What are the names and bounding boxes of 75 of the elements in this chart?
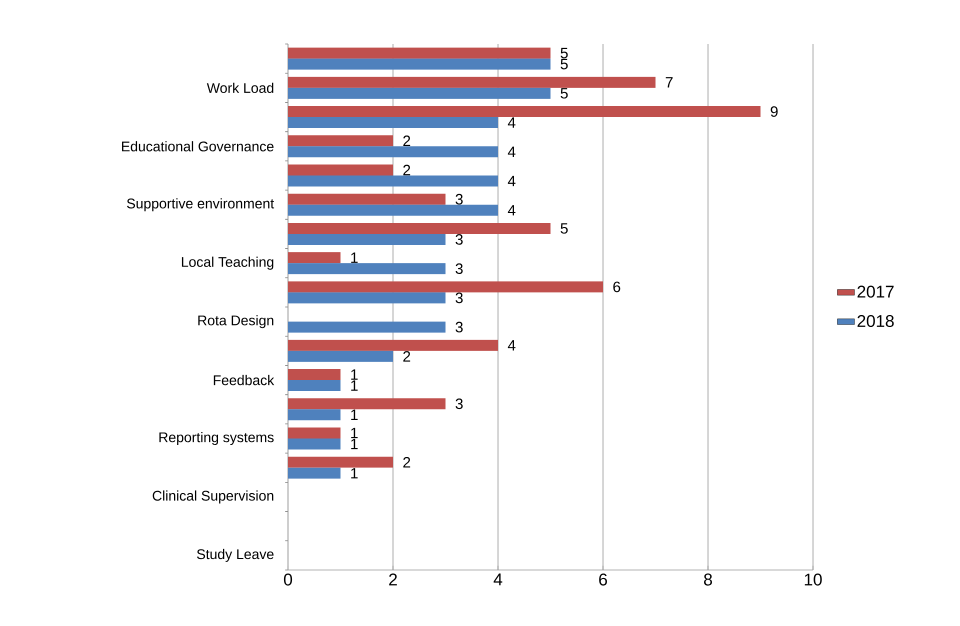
x-tick-label: 2 bbox=[389, 574, 397, 586]
legend-label: 2017 bbox=[858, 286, 894, 298]
y-tick-label: Reporting systems bbox=[159, 432, 274, 446]
data-label: 2 bbox=[403, 456, 410, 468]
data-label: 1 bbox=[351, 380, 358, 391]
data-label: 4 bbox=[508, 205, 516, 216]
legend-label: 2018 bbox=[858, 315, 894, 328]
bar bbox=[288, 263, 446, 274]
bar bbox=[288, 281, 604, 292]
data-label: 1 bbox=[351, 428, 358, 438]
bar bbox=[288, 146, 498, 158]
bar bbox=[288, 438, 341, 450]
bar bbox=[288, 194, 446, 205]
y-tick-label: Rota Design bbox=[198, 315, 274, 328]
data-label: 3 bbox=[456, 292, 463, 304]
bar bbox=[288, 176, 498, 186]
data-label: 1 bbox=[351, 252, 358, 263]
bar bbox=[288, 48, 551, 59]
data-label: 1 bbox=[351, 410, 358, 420]
y-tick-label: Study Leave bbox=[197, 548, 274, 562]
y-tick-label: Work Load bbox=[206, 82, 274, 93]
bar bbox=[288, 106, 761, 118]
bar bbox=[288, 76, 656, 88]
y-tick-label: Clinical Supervision bbox=[152, 490, 274, 504]
bar bbox=[288, 222, 551, 234]
x-tick-label: 0 bbox=[284, 574, 292, 586]
bar bbox=[288, 456, 394, 468]
data-label: 1 bbox=[351, 468, 358, 478]
data-label: 2 bbox=[403, 351, 410, 362]
x-tick-label: 8 bbox=[704, 574, 712, 586]
bar bbox=[288, 398, 446, 410]
bar bbox=[288, 88, 551, 99]
data-label: 5 bbox=[560, 48, 568, 58]
bar bbox=[288, 380, 341, 392]
data-label: 1 bbox=[351, 438, 358, 450]
data-label: 4 bbox=[508, 176, 516, 186]
bar bbox=[288, 322, 446, 333]
x-tick-label: 10 bbox=[804, 574, 822, 586]
data-label: 6 bbox=[613, 282, 620, 292]
bar bbox=[288, 135, 394, 146]
data-label: 4 bbox=[508, 146, 516, 157]
bar bbox=[288, 409, 341, 420]
bar bbox=[288, 117, 498, 128]
bar bbox=[288, 252, 341, 264]
bar bbox=[288, 204, 498, 216]
data-label: 7 bbox=[666, 77, 673, 88]
x-tick-label: 4 bbox=[494, 574, 502, 586]
bar bbox=[288, 350, 394, 362]
y-tick-label: Educational Governance bbox=[122, 141, 274, 152]
bar bbox=[288, 234, 446, 245]
data-label: 4 bbox=[508, 117, 516, 128]
bar bbox=[288, 292, 446, 304]
bar bbox=[288, 58, 551, 70]
data-label: 3 bbox=[456, 398, 463, 410]
data-label: 9 bbox=[770, 106, 778, 117]
data-label: 3 bbox=[456, 263, 463, 274]
y-tick-label: Feedback bbox=[214, 374, 274, 386]
data-label: 2 bbox=[403, 164, 410, 176]
data-label: 3 bbox=[456, 322, 463, 332]
bar bbox=[288, 340, 498, 351]
data-label: 5 bbox=[560, 88, 568, 99]
y-tick-label: Local Teaching bbox=[182, 256, 274, 270]
data-label: 4 bbox=[508, 340, 516, 350]
data-label: 1 bbox=[351, 369, 358, 380]
data-label: 3 bbox=[456, 194, 463, 205]
data-label: 3 bbox=[456, 234, 463, 245]
data-label: 5 bbox=[560, 223, 568, 234]
x-tick-label: 6 bbox=[599, 574, 607, 586]
data-label: 2 bbox=[403, 136, 410, 146]
data-label: 5 bbox=[560, 58, 568, 70]
y-tick-label: Supportive environment bbox=[126, 198, 274, 212]
bar bbox=[288, 369, 341, 380]
bar bbox=[288, 468, 341, 479]
bar bbox=[288, 428, 341, 439]
bar bbox=[288, 164, 394, 176]
